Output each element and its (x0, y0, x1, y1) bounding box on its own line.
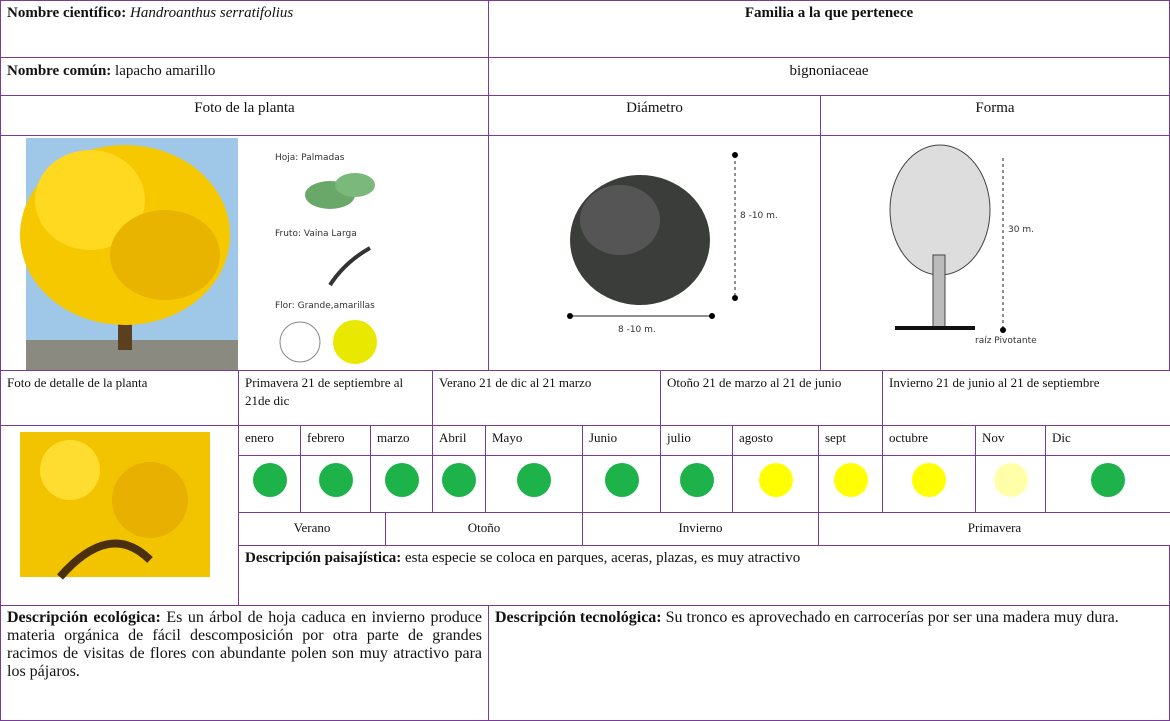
common-cell: Nombre común: lapacho amarillo (0, 57, 489, 96)
month-cell: Mayo (485, 425, 583, 456)
month-dot (252, 463, 287, 497)
month-cell: Abril (432, 425, 486, 456)
detail-cell (0, 425, 239, 606)
detail-header: Foto de detalle de la planta (0, 370, 239, 426)
month-cell: enero (238, 425, 301, 456)
month-dot (318, 463, 353, 497)
month-cell: marzo (370, 425, 433, 456)
landscape-cell: Descripción paisajística: esta especie s… (238, 545, 1170, 606)
season-name: Otoño (385, 512, 583, 546)
month-cell: Nov (975, 425, 1046, 456)
label: Nombre común: (7, 63, 112, 79)
season-name: Primavera (818, 512, 1170, 546)
month-dot (442, 463, 476, 497)
month-dot-cell (660, 455, 733, 513)
value: Su tronco es aprovechado en carrocerías … (665, 609, 1119, 626)
month-dot (679, 463, 714, 497)
month-dot (758, 463, 793, 497)
value: Handroanthus serratifolius (130, 5, 294, 21)
value: esta especie se coloca en parques, acera… (404, 550, 801, 566)
month-dot-cell (732, 455, 819, 513)
flower-label: Flor: Grande,amarillas (275, 301, 375, 311)
scientific-cell: Nombre científico: Handroanthus serratif… (0, 0, 489, 58)
season-name: Verano (238, 512, 386, 546)
technological-cell: Descripción tecnológica: Su tronco es ap… (488, 605, 1170, 721)
leaf-label: Hoja: Palmadas (275, 153, 345, 163)
month-dot (912, 463, 946, 497)
family-header: Familia a la que pertenece (488, 0, 1170, 58)
season-cell: Invierno 21 de junio al 21 de septiembre (882, 370, 1170, 426)
label: Nombre científico: (7, 5, 127, 21)
photo-header: Foto de la planta (0, 95, 489, 136)
month-cell: julio (660, 425, 733, 456)
diameter-height: 8 -10 m. (740, 211, 778, 221)
month-dot-cell (370, 455, 433, 513)
month-dot (517, 463, 551, 497)
family-cell: bignoniaceae (488, 57, 1170, 96)
ecological-cell: Descripción ecológica: Es un árbol de ho… (0, 605, 489, 721)
month-dot-cell (300, 455, 371, 513)
season-name: Invierno (582, 512, 819, 546)
month-dot-cell (1045, 455, 1170, 513)
season-cell: Verano 21 de dic al 21 marzo (432, 370, 661, 426)
month-dot (604, 463, 639, 497)
month-cell: Junio (582, 425, 661, 456)
month-dot (1091, 463, 1125, 497)
month-dot (384, 463, 419, 497)
month-cell: sept (818, 425, 883, 456)
shape-height: 30 m. (1008, 225, 1034, 235)
month-dot (833, 463, 868, 497)
month-dot-cell (818, 455, 883, 513)
label: Descripción tecnológica: (495, 609, 662, 626)
label: Familia a la que pertenece (744, 5, 914, 21)
month-cell: octubre (882, 425, 976, 456)
month-dot-cell (238, 455, 301, 513)
diameter-cell (488, 135, 821, 371)
month-cell: Dic (1045, 425, 1170, 456)
value: Es un árbol de hoja caduca en invierno p… (7, 609, 483, 680)
diameter-width: 8 -10 m. (618, 325, 656, 335)
photo-cell (0, 135, 489, 371)
month-dot-cell (882, 455, 976, 513)
season-cell: Otoño 21 de marzo al 21 de junio (660, 370, 883, 426)
month-cell: febrero (300, 425, 371, 456)
month-cell: agosto (732, 425, 819, 456)
diameter-header: Diámetro (488, 95, 821, 136)
month-dot-cell (582, 455, 661, 513)
month-dot-cell (975, 455, 1046, 513)
label: Descripción paisajística: (245, 550, 402, 566)
shape-header: Forma (820, 95, 1170, 136)
month-dot-cell (432, 455, 486, 513)
season-cell: Primavera 21 de septiembre al 21de dic (238, 370, 433, 426)
shape-cell (820, 135, 1170, 371)
label: Descripción ecológica: (7, 609, 161, 626)
shape-root: raíz Pivotante (975, 336, 1037, 346)
value: lapacho amarillo (115, 63, 216, 79)
month-dot (993, 463, 1028, 497)
month-dot-cell (485, 455, 583, 513)
fruit-label: Fruto: Vaina Larga (275, 229, 357, 239)
